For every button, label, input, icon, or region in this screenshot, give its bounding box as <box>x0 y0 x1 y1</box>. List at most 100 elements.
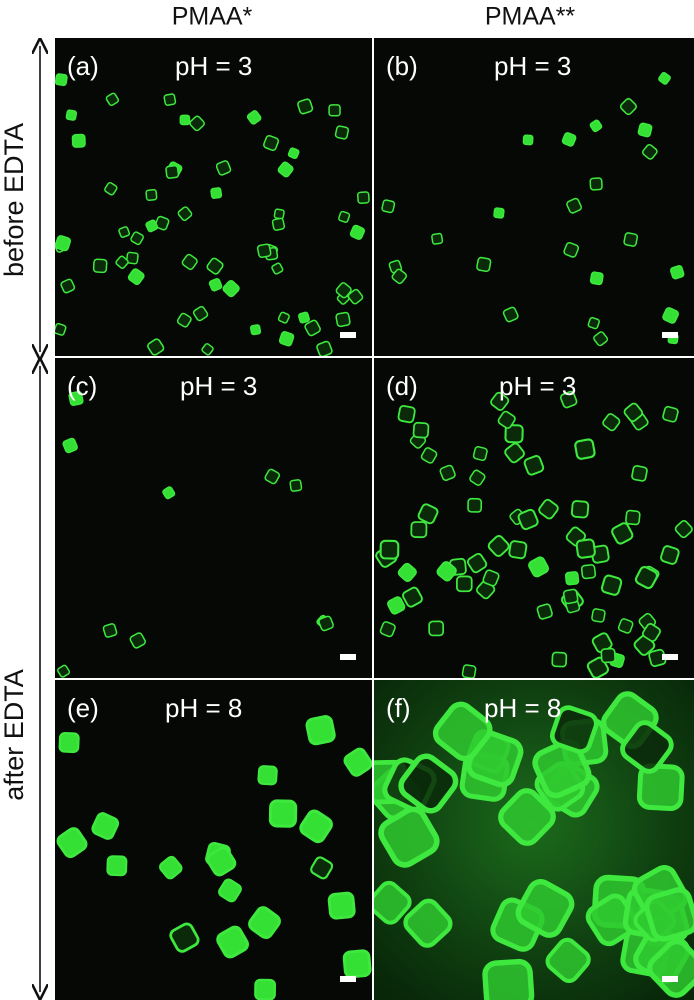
panel-label: (c) <box>67 371 97 401</box>
particle <box>248 906 281 940</box>
particle <box>431 232 444 245</box>
particle <box>62 437 78 454</box>
panel-condition: pH = 8 <box>484 693 561 723</box>
particle <box>104 182 118 196</box>
particle <box>387 596 406 615</box>
panel-condition: pH = 3 <box>499 371 576 401</box>
particle <box>176 312 192 328</box>
particle <box>297 98 314 115</box>
particle <box>257 765 278 786</box>
particle <box>504 442 525 464</box>
particle <box>561 132 577 147</box>
particle <box>334 125 350 140</box>
particle <box>482 958 535 1000</box>
panel-condition: pH = 3 <box>175 51 252 81</box>
particle <box>71 133 86 148</box>
particles <box>56 715 372 1000</box>
particles <box>381 71 685 347</box>
particle <box>287 147 300 160</box>
particle <box>68 390 84 406</box>
particle <box>493 207 505 219</box>
particle <box>304 319 321 337</box>
particle <box>662 307 679 324</box>
particle <box>105 92 120 107</box>
particle <box>342 949 372 979</box>
particle <box>347 288 364 305</box>
image-panel: (e) pH = 8 <box>55 680 372 1000</box>
particle <box>487 535 510 557</box>
particles <box>55 73 370 356</box>
particle <box>532 739 592 799</box>
particle <box>504 424 524 444</box>
panel-label: (b) <box>386 51 418 81</box>
particle <box>210 187 223 199</box>
particle <box>660 545 680 565</box>
particle <box>498 788 556 846</box>
particle <box>277 161 294 178</box>
particle <box>318 615 334 632</box>
particle <box>165 165 180 179</box>
particle <box>517 508 539 531</box>
particle <box>154 215 170 231</box>
particle <box>327 891 356 920</box>
particle <box>397 405 416 424</box>
particle <box>589 271 604 286</box>
particle <box>428 620 445 637</box>
column-header: PMAA* <box>172 3 253 31</box>
particle <box>412 421 430 439</box>
particle <box>379 539 400 560</box>
particle <box>215 160 232 176</box>
particle <box>466 552 488 574</box>
particle <box>218 878 242 903</box>
particle <box>57 664 71 678</box>
particle <box>456 575 473 593</box>
particle <box>589 119 603 133</box>
particle <box>268 799 298 828</box>
particle <box>299 809 333 844</box>
particle <box>420 447 438 464</box>
particle <box>115 255 129 269</box>
panel-bg <box>374 38 694 356</box>
particle <box>349 224 365 240</box>
particle <box>589 177 603 191</box>
particle <box>169 922 200 953</box>
particle <box>246 110 262 125</box>
particle <box>600 574 623 596</box>
scale-bar <box>662 332 678 338</box>
image-panel: (f) pH = 8 <box>374 680 694 1000</box>
particle <box>216 925 249 959</box>
panel-condition: pH = 3 <box>180 371 257 401</box>
column-header: PMAA** <box>485 3 576 31</box>
particle <box>566 197 583 214</box>
particle <box>490 391 510 411</box>
particle <box>250 324 262 336</box>
particle <box>469 469 486 486</box>
particle <box>201 343 214 356</box>
particle <box>263 134 280 152</box>
particle <box>316 340 333 356</box>
particle <box>208 277 223 292</box>
particle <box>177 206 193 222</box>
particle <box>580 564 597 580</box>
particles <box>57 390 334 678</box>
particle <box>343 747 372 777</box>
particle <box>374 880 412 925</box>
particle <box>378 806 440 868</box>
particle <box>189 115 205 132</box>
image-panel: (d) pH = 3 <box>374 358 694 678</box>
particle <box>206 846 237 877</box>
particle <box>620 720 674 774</box>
panel-condition: pH = 8 <box>165 693 242 723</box>
particle <box>305 715 336 746</box>
panel-label: (d) <box>386 371 418 401</box>
particle <box>402 586 423 608</box>
particle <box>436 561 457 582</box>
particle <box>335 311 351 328</box>
particle <box>523 455 545 476</box>
particle <box>549 705 599 754</box>
particle <box>593 331 609 347</box>
particle <box>662 405 679 423</box>
particle <box>145 219 159 233</box>
particle <box>563 241 580 258</box>
